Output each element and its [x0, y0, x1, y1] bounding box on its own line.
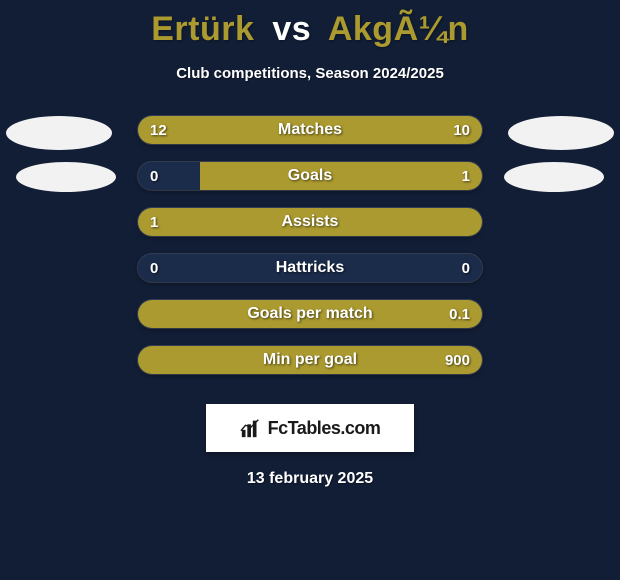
stat-row: Goals01: [138, 162, 482, 190]
comparison-infographic: Ertürk vs AkgÃ¼n Club competitions, Seas…: [0, 0, 620, 580]
player2-photo-placeholder-2: [504, 162, 604, 192]
fctables-logo[interactable]: FcTables.com: [206, 404, 414, 452]
player2-name: AkgÃ¼n: [328, 10, 469, 48]
bar-right: [138, 346, 482, 374]
bar-left: [138, 254, 310, 282]
stat-rows: Matches1210 Goals01 Assists1 Hattricks00 Goa…: [138, 116, 482, 374]
bar-right: [200, 162, 482, 190]
player1-name: Ertürk: [151, 10, 254, 48]
stat-row: Goals per match0.1: [138, 300, 482, 328]
player2-photo-placeholder-1: [508, 116, 614, 150]
player1-photo-placeholder-1: [6, 116, 112, 150]
bar-right: [325, 116, 482, 144]
bar-right: [310, 254, 482, 282]
player1-photo-placeholder-2: [16, 162, 116, 192]
chart-area: Matches1210 Goals01 Assists1 Hattricks00 Goa…: [0, 116, 620, 392]
bar-left: [138, 116, 325, 144]
subtitle: Club competitions, Season 2024/2025: [176, 65, 444, 82]
title-vs: vs: [272, 10, 311, 48]
stat-row: Min per goal900: [138, 346, 482, 374]
page-title: Ertürk vs AkgÃ¼n: [151, 10, 469, 49]
bar-left: [138, 208, 482, 236]
stat-row: Assists1: [138, 208, 482, 236]
bar-chart-icon: [240, 417, 262, 439]
bar-right: [138, 300, 482, 328]
bar-left: [138, 162, 200, 190]
stat-row: Matches1210: [138, 116, 482, 144]
logo-text: FcTables.com: [268, 418, 381, 439]
date: 13 february 2025: [247, 470, 373, 488]
stat-row: Hattricks00: [138, 254, 482, 282]
